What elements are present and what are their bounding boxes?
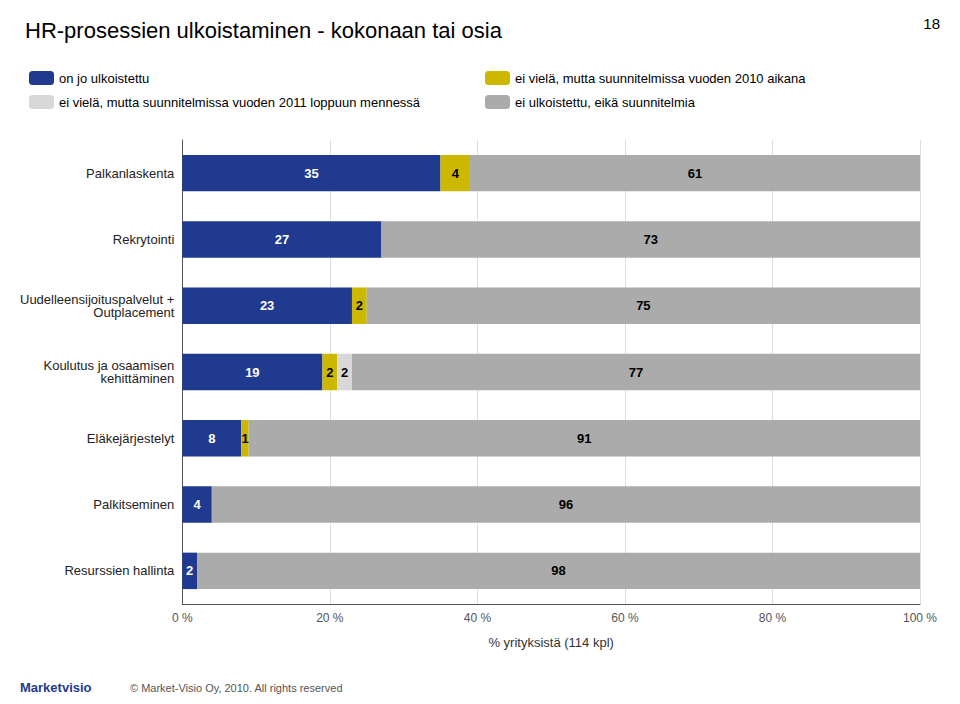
svg-text:80 %: 80 %	[759, 611, 787, 625]
svg-text:2: 2	[186, 563, 193, 578]
svg-text:91: 91	[577, 431, 591, 446]
svg-text:Resurssien hallinta: Resurssien hallinta	[64, 563, 175, 578]
svg-text:18: 18	[923, 15, 940, 32]
svg-text:35: 35	[304, 166, 318, 181]
svg-text:HR-prosessien ulkoistaminen -: HR-prosessien ulkoistaminen - kokonaan t…	[25, 18, 503, 43]
svg-text:75: 75	[636, 298, 650, 313]
svg-text:73: 73	[644, 232, 658, 247]
svg-text:0 %: 0 %	[172, 611, 193, 625]
svg-text:ei ulkoistettu, eikä suunnitel: ei ulkoistettu, eikä suunnitelmia	[515, 95, 696, 110]
svg-text:kehittäminen: kehittäminen	[101, 371, 175, 386]
svg-text:98: 98	[551, 563, 565, 578]
svg-text:4: 4	[452, 166, 460, 181]
svg-text:Eläkejärjestelyt: Eläkejärjestelyt	[87, 431, 175, 446]
svg-text:23: 23	[260, 298, 274, 313]
svg-text:61: 61	[688, 166, 702, 181]
svg-text:2: 2	[326, 365, 333, 380]
svg-text:100 %: 100 %	[903, 611, 937, 625]
svg-text:8: 8	[208, 431, 215, 446]
svg-text:20 %: 20 %	[316, 611, 344, 625]
svg-text:Marketvisio: Marketvisio	[20, 680, 92, 695]
svg-text:© Market-Visio Oy, 2010. All r: © Market-Visio Oy, 2010. All rights rese…	[130, 682, 343, 694]
svg-text:2: 2	[341, 365, 348, 380]
svg-text:ei vielä, mutta suunnitelmissa: ei vielä, mutta suunnitelmissa vuoden 20…	[59, 95, 421, 110]
svg-text:60 %: 60 %	[611, 611, 639, 625]
svg-text:1: 1	[241, 431, 248, 446]
svg-text:77: 77	[629, 365, 643, 380]
svg-text:Uudelleensijoituspalvelut +: Uudelleensijoituspalvelut +	[20, 291, 175, 307]
svg-text:on jo ulkoistettu: on jo ulkoistettu	[59, 71, 149, 86]
svg-text:% yrityksistä (114 kpl): % yrityksistä (114 kpl)	[488, 635, 613, 650]
svg-text:40 %: 40 %	[464, 611, 492, 625]
svg-text:27: 27	[275, 232, 289, 247]
svg-text:ei vielä, mutta suunnitelmissa: ei vielä, mutta suunnitelmissa vuoden 20…	[515, 71, 806, 86]
svg-text:19: 19	[245, 365, 259, 380]
svg-text:2: 2	[356, 298, 363, 313]
svg-text:4: 4	[193, 497, 201, 512]
svg-text:96: 96	[559, 497, 573, 512]
svg-text:Palkanlaskenta: Palkanlaskenta	[86, 166, 175, 181]
svg-text:Outplacement: Outplacement	[93, 305, 174, 320]
svg-text:Koulutus ja osaamisen: Koulutus ja osaamisen	[43, 358, 175, 373]
svg-text:Palkitseminen: Palkitseminen	[93, 497, 174, 512]
svg-text:Rekrytointi: Rekrytointi	[113, 232, 175, 247]
